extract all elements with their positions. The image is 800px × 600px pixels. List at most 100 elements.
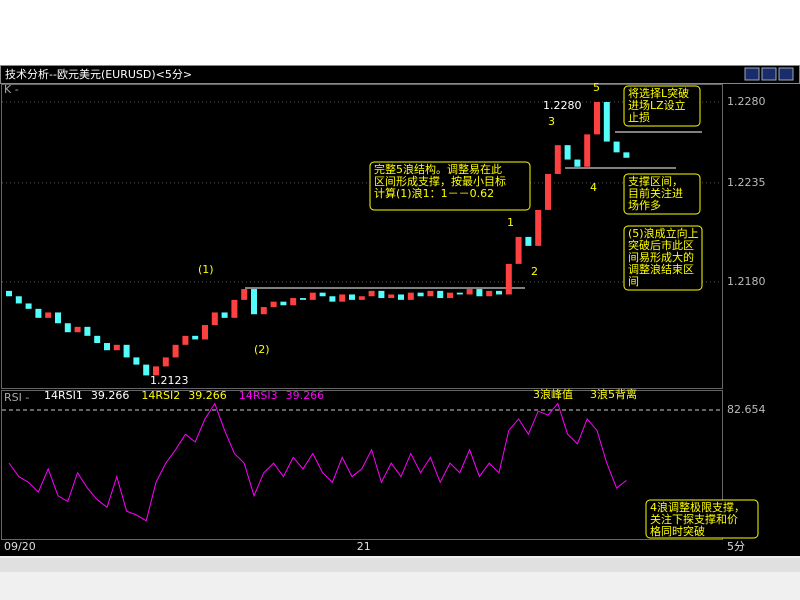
panel-label: K - [4,83,19,96]
note-box [369,161,531,211]
candle [133,357,140,365]
candle [290,298,297,306]
note-text: 计算(1)浪1：1－－0.62 [374,186,494,200]
note-text: 格同时突破 [650,524,705,538]
candle [300,298,306,300]
candle [358,296,365,300]
candle [231,299,238,318]
candle [584,134,591,167]
candle [319,292,326,297]
note-text: 关注下探支撑和价 [650,512,738,526]
legend-name: 14RSI2 [141,389,180,402]
rsi-panel [1,390,723,540]
window-buttons[interactable] [744,67,794,81]
period-label: 5分 [727,540,745,553]
candle [574,159,581,167]
candle [94,335,101,344]
note-text: 目前关注进 [628,186,683,200]
candle [545,173,551,210]
panel-label: RSI - [4,391,29,404]
candle [623,152,630,158]
candle [221,312,228,318]
candle [476,289,483,297]
note-text: 区间形成支撑，按最小目标 [374,174,506,188]
candle [143,364,150,376]
candle [309,292,316,300]
note-text: 支撑区间， [628,174,683,188]
candle [182,335,189,345]
annotation: 5 [593,81,600,94]
candle [211,312,218,326]
candle [515,236,522,264]
candle [603,101,610,142]
candle [45,312,52,318]
window-title: 技术分析--欧元美元(EURUSD)<5分> [5,67,192,81]
candle [466,289,473,295]
candle [172,344,179,358]
annotation: 1.2123 [150,374,189,387]
candle [6,290,12,297]
rsi-line [8,402,627,522]
candle [437,290,444,299]
candle [398,294,404,300]
candle [564,145,571,160]
candle [241,289,248,300]
candle [349,294,355,300]
note-box [623,225,703,291]
note-box [623,173,701,215]
y-tick-label: 1.2235 [727,176,766,189]
candle [84,326,91,336]
legend-name: 14RSI3 [239,389,278,402]
scroll-strip [0,558,800,572]
candle [123,344,130,358]
candle [447,292,453,299]
note-text: 场作多 [628,198,661,212]
button-left[interactable] [744,67,760,81]
note-box [623,85,701,127]
candle [113,344,120,351]
chart-window [0,65,800,556]
candle [192,335,199,340]
annotation: 1 [507,216,514,229]
candle [594,101,600,135]
candle [251,289,257,315]
annotation: 3 [548,115,555,128]
candle [329,296,336,302]
candle [280,301,287,306]
candle [202,325,208,340]
top-blank [0,0,800,65]
candle [388,294,395,299]
candle [554,145,561,174]
candle [153,366,159,376]
candle [55,312,61,324]
candle [15,296,22,304]
button-close[interactable] [778,67,794,81]
note-text: (5)浪成立向上 [628,226,699,240]
button-right[interactable] [761,67,777,81]
legend-value: 39.266 [188,389,227,402]
candle [535,209,542,246]
candle [339,294,346,302]
note-text: 4浪调整极限支撑， [650,500,745,514]
candle [378,290,385,299]
x-tick-label: 21 [357,540,371,553]
note-text: 突破后市此区 [628,238,694,252]
annotation: 3浪峰值 [533,387,573,401]
candle [368,290,375,297]
price-panel [1,84,723,389]
annotation: 2 [531,265,538,278]
candle [270,301,277,308]
candle [613,141,620,153]
annotation: (2) [254,343,270,356]
note-text: 止损 [628,110,650,124]
y-tick-label: 1.2180 [727,275,766,288]
candle [486,290,493,297]
note-text: 调整浪结束区 [628,262,694,276]
candle [525,236,532,246]
candle [162,357,169,367]
note-text: 将选择L突破 [628,86,689,100]
note-text: 间 [628,275,639,288]
note-box [645,499,759,539]
